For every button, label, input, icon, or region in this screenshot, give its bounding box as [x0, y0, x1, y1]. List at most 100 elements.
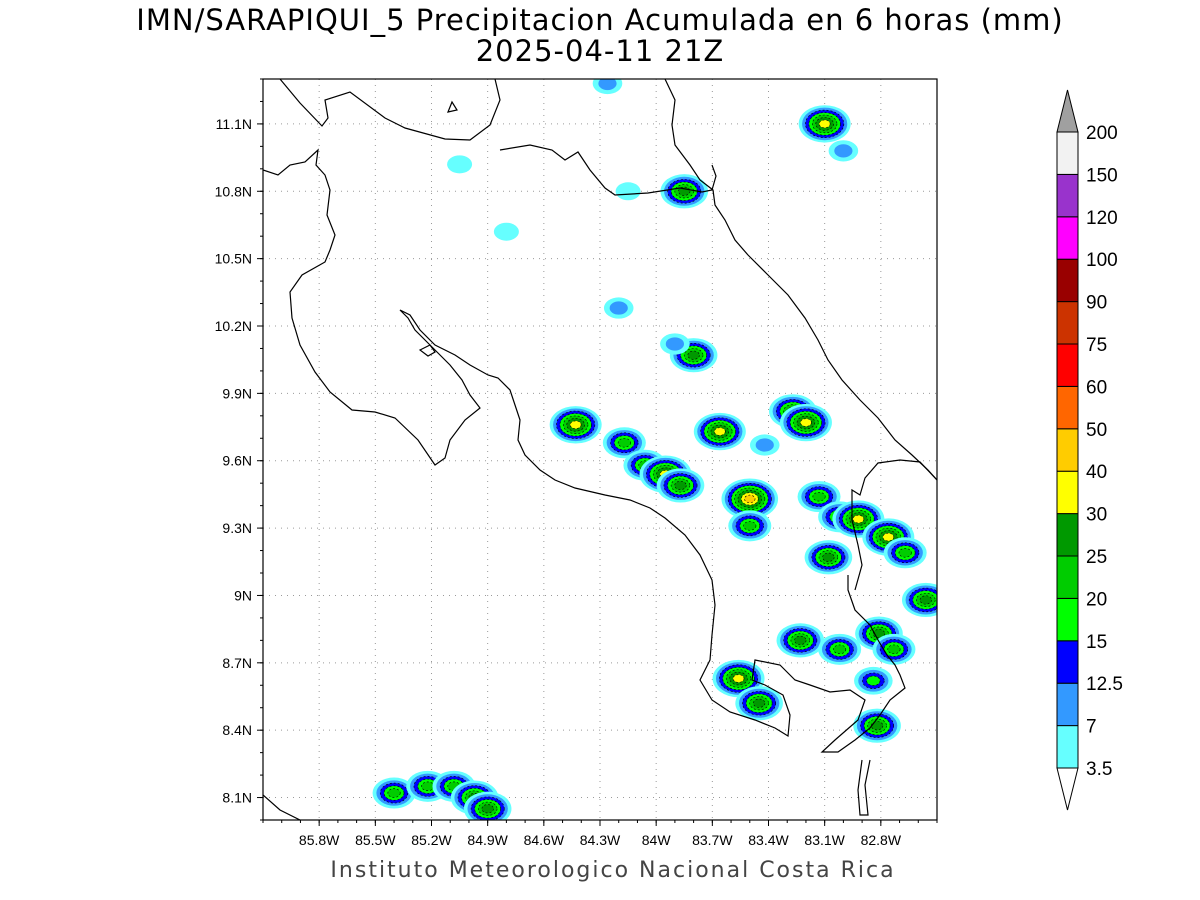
- colorbar-swatch: [1056, 216, 1079, 260]
- map-gridlines: [263, 79, 937, 820]
- precip-contour: [617, 438, 631, 448]
- precip-cell: [735, 686, 783, 721]
- map-panel-background: [263, 79, 937, 820]
- precip-contour: [743, 521, 757, 531]
- precip-cell: [872, 633, 916, 665]
- precip-contour: [882, 532, 895, 542]
- precip-cell: [776, 623, 825, 658]
- colorbar-legend: 3.5 7 12.5 15 20 25 30 40 50 60 75 90 100 120 150 200: [1056, 89, 1123, 811]
- precip-cell: [592, 79, 623, 95]
- precip-contour: [800, 418, 812, 427]
- precip-cell: [660, 333, 690, 355]
- colorbar-swatch: [1056, 385, 1079, 430]
- precip-contour: [387, 788, 401, 798]
- colorbar-swatch: [1056, 343, 1079, 387]
- precip-contour: [822, 552, 835, 562]
- precip-cell: [828, 140, 859, 162]
- precip-contour: [834, 144, 853, 158]
- lat-tick-label: 10.8N: [215, 183, 252, 199]
- precip-contour: [887, 644, 901, 655]
- precip-cell: [779, 403, 832, 442]
- lat-tick-label: 10.2N: [215, 318, 252, 334]
- lon-tick-label: 85.5W: [355, 832, 396, 848]
- precip-cell: [883, 537, 927, 569]
- lat-tick-label: 9N: [234, 587, 252, 603]
- lon-tick-label: 84.6W: [524, 832, 565, 848]
- precip-contour: [609, 301, 628, 315]
- precip-cell: [447, 155, 473, 174]
- lon-tick-label: 83.7W: [692, 832, 733, 848]
- map-title-line1: IMN/SARAPIQUI_5 Precipitacion Acumulada …: [136, 3, 1063, 37]
- precip-contour: [732, 674, 745, 683]
- colorbar-swatch: [1056, 301, 1079, 345]
- colorbar-over-triangle: [1056, 89, 1079, 133]
- lon-tick-label: 83.4W: [748, 832, 789, 848]
- lat-tick-label: 9.6N: [222, 453, 252, 469]
- colorbar-label: 75: [1086, 335, 1107, 356]
- precip-cell: [603, 297, 634, 319]
- lat-tick-label: 8.7N: [222, 655, 252, 671]
- colorbar-label: 25: [1086, 547, 1107, 568]
- colorbar-label: 3.5: [1086, 759, 1112, 780]
- precip-contour: [812, 491, 826, 502]
- precip-contour: [898, 548, 912, 558]
- colorbar-label: 120: [1086, 208, 1118, 229]
- precip-contour: [852, 514, 865, 524]
- precip-cell: [463, 791, 512, 820]
- precip-cell: [660, 174, 709, 209]
- precip-cell: [728, 510, 772, 542]
- colorbar-label: 12.5: [1086, 674, 1123, 695]
- colorbar-label: 7: [1086, 717, 1097, 738]
- precip-cell: [372, 777, 416, 809]
- precip-contour: [615, 182, 641, 201]
- colorbar-swatch: [1056, 555, 1079, 599]
- precip-contour: [493, 222, 519, 241]
- precip-cell: [656, 468, 705, 503]
- colorbar-label: 60: [1086, 377, 1107, 398]
- precip-cell: [493, 222, 519, 241]
- precip-cell: [797, 481, 841, 513]
- colorbar-label: 20: [1086, 589, 1107, 610]
- map-title-line2: 2025-04-11 21Z: [476, 34, 725, 68]
- precip-contour: [481, 804, 494, 814]
- precip-contour: [744, 494, 756, 504]
- precip-contour: [755, 438, 774, 452]
- colorbar-swatch: [1056, 597, 1079, 642]
- lon-tick-label: 84.9W: [467, 832, 508, 848]
- precip-contour: [569, 420, 582, 429]
- latitude-axis: 11.1N 10.8N 10.5N 10.2N 9.9N 9.6N 9.3N 9N 8.7N 8.…: [215, 78, 263, 821]
- precip-contour: [421, 781, 435, 792]
- colorbar-swatch: [1056, 131, 1079, 175]
- precip-contour: [598, 79, 617, 91]
- lon-tick-label: 83.1W: [804, 832, 845, 848]
- precip-cell: [804, 540, 853, 575]
- precip-cell: [798, 105, 851, 143]
- lon-tick-label: 84W: [642, 832, 672, 848]
- precip-cell: [693, 412, 746, 451]
- lat-tick-label: 10.5N: [215, 251, 252, 267]
- colorbar-swatch: [1056, 173, 1079, 218]
- colorbar-label: 30: [1086, 505, 1107, 526]
- precip-contour: [833, 644, 847, 655]
- precip-cell: [901, 582, 937, 618]
- precip-cell: [832, 500, 885, 538]
- precip-contour: [687, 350, 700, 360]
- colorbar-swatch: [1056, 470, 1079, 515]
- lat-tick-label: 9.9N: [222, 385, 252, 401]
- colorbar-label: 40: [1086, 462, 1107, 483]
- precip-cell: [602, 427, 646, 459]
- precip-contour: [870, 721, 884, 731]
- lon-tick-label: 82.8W: [861, 832, 902, 848]
- precip-contour: [665, 337, 684, 351]
- lat-tick-label: 8.4N: [222, 722, 252, 738]
- lon-tick-label: 85.8W: [299, 832, 340, 848]
- precip-cell: [853, 708, 901, 743]
- lat-tick-label: 11.1N: [216, 116, 252, 132]
- precip-cell: [549, 406, 602, 444]
- credit-text: Instituto Meteorologico Nacional Costa R…: [330, 858, 895, 883]
- colorbar-swatch: [1056, 640, 1079, 684]
- longitude-axis: 85.8W 85.5W 85.2W 84.9W 84.6W 84.3W 84W 83.7W 83…: [262, 820, 938, 848]
- colorbar-label: 90: [1086, 293, 1107, 314]
- precip-contour: [866, 675, 881, 686]
- colorbar-label: 15: [1086, 632, 1107, 653]
